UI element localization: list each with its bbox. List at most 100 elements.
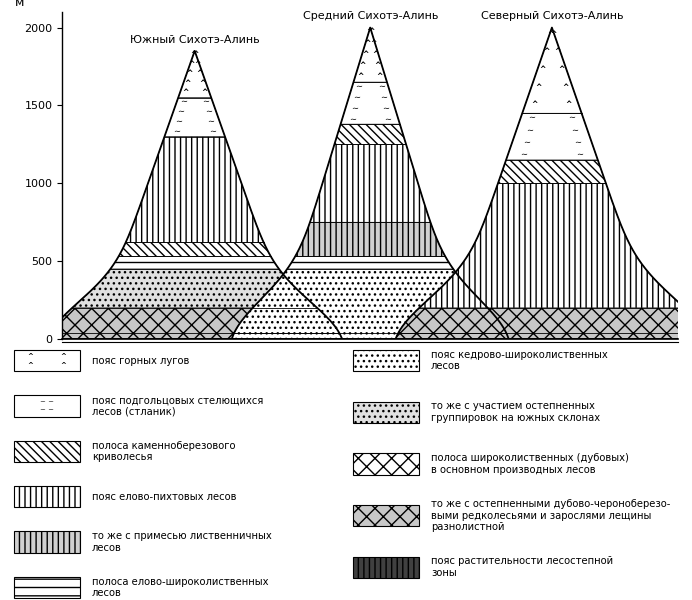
Text: м: м: [15, 0, 24, 9]
Text: то же с примесью лиственничных
лесов: то же с примесью лиственничных лесов: [92, 531, 272, 553]
Text: то же с остепненными дубово-чероноберезо-
выми редколесьями и зарослями лещины
р: то же с остепненными дубово-чероноберезо…: [431, 499, 671, 532]
Text: ^: ^: [543, 47, 549, 56]
Text: то же с участием остепненных
группировок на южных склонах: то же с участием остепненных группировок…: [431, 401, 600, 423]
Polygon shape: [232, 269, 509, 339]
Polygon shape: [419, 183, 684, 308]
Text: ∼: ∼: [576, 150, 583, 159]
Text: Южный Сихотэ-Алинь: Южный Сихотэ-Алинь: [130, 35, 260, 45]
Text: пояс растительности лесостепной
зоны: пояс растительности лесостепной зоны: [431, 556, 613, 578]
Polygon shape: [396, 333, 692, 339]
Text: ^: ^: [358, 72, 364, 81]
Text: ∼: ∼: [210, 127, 217, 136]
Text: ^: ^: [201, 88, 208, 97]
Text: ^: ^: [28, 362, 33, 368]
Text: полоса широколиственных (дубовых)
в основном производных лесов: полоса широколиственных (дубовых) в осно…: [431, 453, 629, 475]
Text: ∼: ∼: [529, 113, 536, 122]
Polygon shape: [179, 51, 211, 98]
Polygon shape: [295, 222, 445, 256]
Text: ~ ~: ~ ~: [39, 398, 54, 404]
Polygon shape: [334, 124, 406, 145]
Text: ∼: ∼: [173, 127, 180, 136]
Bar: [14, 440, 80, 462]
Polygon shape: [126, 137, 264, 242]
Text: Средний Сихотэ-Алинь: Средний Сихотэ-Алинь: [302, 11, 438, 22]
Polygon shape: [498, 160, 606, 183]
Text: Северный Сихотэ-Алинь: Северный Сихотэ-Алинь: [481, 11, 623, 22]
Bar: [14, 486, 80, 508]
Text: ^: ^: [374, 61, 381, 70]
Text: ^: ^: [566, 100, 572, 109]
Polygon shape: [396, 308, 692, 339]
Bar: [353, 453, 419, 475]
Text: ^: ^: [186, 70, 193, 79]
Text: ^: ^: [366, 28, 372, 37]
Text: ^: ^: [60, 353, 66, 359]
Polygon shape: [506, 113, 598, 160]
Text: ∼: ∼: [385, 115, 392, 124]
Text: ∼: ∼: [353, 93, 360, 102]
Text: ^: ^: [182, 88, 188, 97]
Text: ^: ^: [550, 30, 556, 39]
Text: полоса каменноберезового
криволесья: полоса каменноберезового криволесья: [92, 440, 235, 462]
Text: ^: ^: [28, 353, 33, 359]
Bar: [353, 350, 419, 371]
Text: ^: ^: [531, 100, 538, 109]
Bar: [353, 401, 419, 423]
Polygon shape: [340, 82, 400, 124]
Text: ∼: ∼: [178, 107, 185, 116]
Text: ^: ^: [192, 50, 199, 59]
Text: ∼: ∼: [355, 82, 362, 91]
Text: ∼: ∼: [523, 137, 530, 146]
Bar: [14, 532, 80, 553]
Text: ∼: ∼: [349, 115, 356, 124]
Text: ∼: ∼: [571, 125, 578, 134]
Polygon shape: [72, 269, 317, 308]
Text: ∼: ∼: [175, 117, 182, 126]
Text: ^: ^: [199, 79, 206, 88]
Polygon shape: [118, 242, 271, 256]
Polygon shape: [47, 308, 342, 339]
Text: ^: ^: [370, 38, 376, 47]
Text: ∼: ∼: [205, 107, 212, 116]
Text: ^: ^: [360, 61, 366, 70]
Text: ∼: ∼: [351, 104, 358, 113]
Text: ∼: ∼: [379, 82, 385, 91]
Polygon shape: [310, 145, 430, 222]
Text: ∼: ∼: [207, 117, 214, 126]
Text: ^: ^: [197, 70, 203, 79]
Polygon shape: [111, 256, 279, 269]
Text: пояс кедрово-широколиственных
лесов: пояс кедрово-широколиственных лесов: [431, 350, 608, 371]
Bar: [14, 577, 80, 598]
Polygon shape: [522, 28, 581, 113]
Bar: [353, 557, 419, 578]
Polygon shape: [287, 256, 453, 269]
Text: пояс подгольцовых стелющихся
лесов (стланик): пояс подгольцовых стелющихся лесов (стла…: [92, 395, 264, 417]
Text: полоса елово-широколиственных
лесов: полоса елово-широколиственных лесов: [92, 577, 268, 598]
Text: ^: ^: [540, 65, 546, 74]
Text: ^: ^: [191, 50, 197, 59]
Text: ^: ^: [60, 362, 66, 368]
Polygon shape: [232, 333, 509, 339]
Text: ^: ^: [364, 38, 370, 47]
Text: ∼: ∼: [180, 97, 187, 106]
Text: ∼: ∼: [381, 93, 388, 102]
Text: ~ ~: ~ ~: [39, 407, 54, 413]
Polygon shape: [354, 28, 387, 82]
Text: ∼: ∼: [383, 104, 390, 113]
Text: ∼: ∼: [526, 125, 533, 134]
Polygon shape: [47, 333, 342, 339]
Text: пояс горных лугов: пояс горных лугов: [92, 356, 190, 365]
Text: ^: ^: [536, 83, 542, 92]
Text: ^: ^: [368, 28, 374, 37]
Text: ^: ^: [194, 60, 201, 69]
Text: ^: ^: [188, 60, 195, 69]
Bar: [14, 395, 80, 416]
Text: ^: ^: [184, 79, 190, 88]
Text: ∼: ∼: [203, 97, 210, 106]
Bar: [14, 350, 80, 371]
Text: ^: ^: [362, 50, 368, 59]
Text: пояс елово-пихтовых лесов: пояс елово-пихтовых лесов: [92, 491, 237, 502]
Text: ^: ^: [554, 47, 561, 56]
Text: ^: ^: [562, 83, 568, 92]
Text: ∼: ∼: [574, 137, 581, 146]
